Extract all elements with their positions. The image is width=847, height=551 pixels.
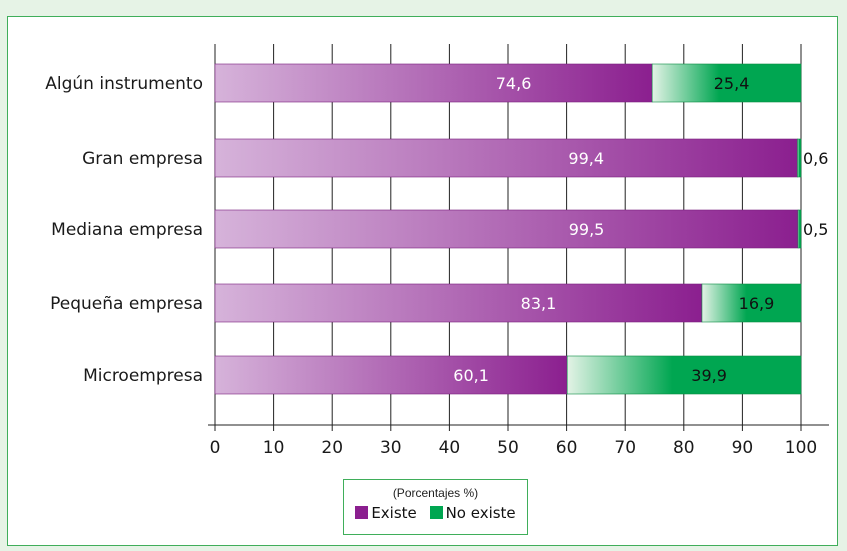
legend-label-no-existe: No existe <box>445 504 516 522</box>
bar-existe-gran-empresa <box>214 138 798 178</box>
category-label-gran-empresa: Gran empresa <box>82 149 203 169</box>
value-label-no-existe-microempresa: 39,9 <box>691 366 727 385</box>
value-label-no-existe-mediana-empresa: 0,5 <box>803 220 828 239</box>
category-label-microempresa: Microempresa <box>83 366 203 386</box>
legend: (Porcentajes %) Existe No existe <box>343 479 528 535</box>
tick-label-x-40: 40 <box>439 438 461 458</box>
bar-no-existe-mediana-empresa <box>797 209 802 249</box>
value-label-existe-mediana-empresa: 99,5 <box>569 220 605 239</box>
legend-swatch-existe <box>355 506 369 519</box>
category-label-pequena-empresa: Pequeña empresa <box>50 294 203 314</box>
tick-label-x-80: 80 <box>673 438 695 458</box>
tick-label-x-10: 10 <box>263 438 285 458</box>
bar-no-existe-microempresa <box>566 355 802 395</box>
bar-no-existe-algun-instrumento <box>651 63 802 103</box>
value-label-no-existe-pequena-empresa: 16,9 <box>739 294 775 313</box>
tick-label-x-70: 70 <box>614 438 636 458</box>
value-label-existe-gran-empresa: 99,4 <box>568 149 604 168</box>
value-label-no-existe-gran-empresa: 0,6 <box>803 149 828 168</box>
legend-item-existe: Existe <box>355 504 417 522</box>
value-label-no-existe-algun-instrumento: 25,4 <box>714 74 750 93</box>
legend-title: (Porcentajes %) <box>392 486 479 500</box>
tick-label-x-90: 90 <box>732 438 754 458</box>
bar-existe-algun-instrumento <box>214 63 653 103</box>
bar-no-existe-pequena-empresa <box>701 283 802 323</box>
chart-frame <box>7 16 838 546</box>
tick-label-x-0: 0 <box>210 438 221 458</box>
legend-swatch-no-existe <box>429 506 443 519</box>
bar-no-existe-gran-empresa <box>797 138 802 178</box>
category-label-algun-instrumento: Algún instrumento <box>45 74 203 94</box>
value-label-existe-algun-instrumento: 74,6 <box>496 74 532 93</box>
tick-label-x-100: 100 <box>785 438 817 458</box>
tick-label-x-20: 20 <box>321 438 343 458</box>
legend-label-existe: Existe <box>371 504 417 522</box>
tick-label-x-50: 50 <box>497 438 519 458</box>
tick-label-x-30: 30 <box>380 438 402 458</box>
value-label-existe-pequena-empresa: 83,1 <box>521 294 557 313</box>
value-label-existe-microempresa: 60,1 <box>453 366 489 385</box>
bar-existe-mediana-empresa <box>214 209 799 249</box>
category-label-mediana-empresa: Mediana empresa <box>51 220 203 240</box>
tick-label-x-60: 60 <box>556 438 578 458</box>
bar-existe-microempresa <box>214 355 568 395</box>
bar-existe-pequena-empresa <box>214 283 703 323</box>
legend-item-no-existe: No existe <box>429 504 516 522</box>
